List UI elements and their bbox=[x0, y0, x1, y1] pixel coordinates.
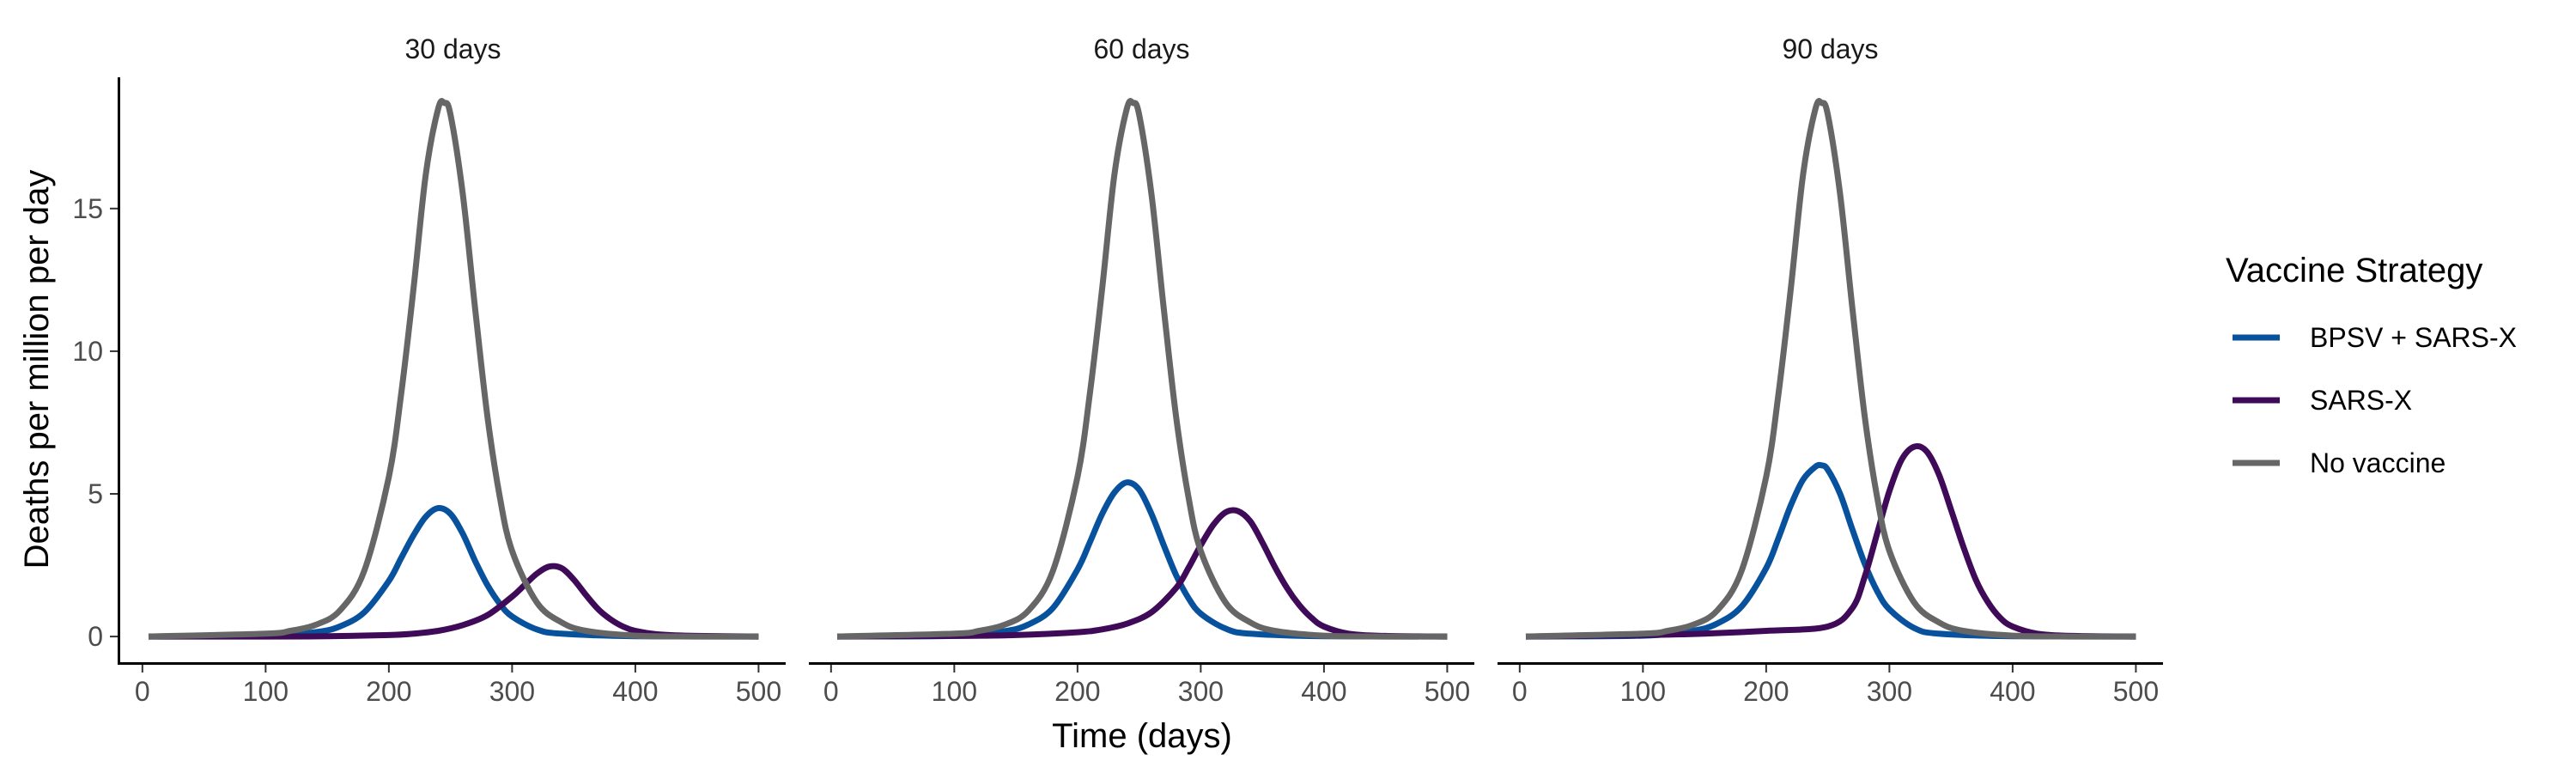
y-tick-label: 10 bbox=[72, 336, 103, 367]
x-tick-label: 300 bbox=[489, 676, 535, 707]
x-tick-label: 100 bbox=[1620, 676, 1666, 707]
legend-label: SARS-X bbox=[2310, 385, 2412, 416]
facet-title: 30 days bbox=[404, 33, 501, 64]
x-tick-label: 100 bbox=[243, 676, 289, 707]
legend-label: BPSV + SARS-X bbox=[2310, 322, 2517, 353]
x-tick-label: 400 bbox=[1301, 676, 1346, 707]
x-tick-label: 500 bbox=[1425, 676, 1470, 707]
x-tick-label: 300 bbox=[1178, 676, 1224, 707]
y-axis-title: Deaths per million per day bbox=[18, 170, 56, 569]
series-line-no-vaccine bbox=[148, 98, 759, 640]
series-line-sars-x bbox=[1525, 443, 2136, 640]
facet-title: 60 days bbox=[1093, 33, 1189, 64]
series-line-sars-x bbox=[148, 563, 759, 640]
legend: Vaccine Strategy BPSV + SARS-X SARS-X No v… bbox=[2226, 252, 2517, 478]
series-line-sars-x bbox=[836, 507, 1448, 640]
legend-item: No vaccine bbox=[2233, 447, 2445, 478]
series-line-bpsv-sars-x bbox=[836, 479, 1448, 640]
x-tick-label: 400 bbox=[1990, 676, 2035, 707]
x-tick-label: 300 bbox=[1867, 676, 1912, 707]
panel-2: 60 days 0 100 200 300 400 500 bbox=[809, 33, 1474, 707]
x-tick-label: 200 bbox=[1743, 676, 1789, 707]
x-tick-label: 0 bbox=[1512, 676, 1528, 707]
series-line-bpsv-sars-x bbox=[148, 505, 759, 640]
facet-title: 90 days bbox=[1782, 33, 1878, 64]
legend-items: BPSV + SARS-X SARS-X No vaccine bbox=[2233, 322, 2517, 478]
x-tick-label: 200 bbox=[1054, 676, 1100, 707]
x-tick-label: 0 bbox=[823, 676, 839, 707]
legend-label: No vaccine bbox=[2310, 447, 2445, 478]
y-tick-label: 5 bbox=[88, 478, 103, 509]
chart-panels: 30 days 0 100 200 300 400 500 0 5 10 15 60 days 0 100… bbox=[72, 33, 2163, 707]
panel-3: 90 days 0 100 200 300 400 500 bbox=[1498, 33, 2163, 707]
y-tick-label: 15 bbox=[72, 193, 103, 224]
x-axis-title: Time (days) bbox=[1052, 717, 1232, 755]
y-tick-label: 0 bbox=[88, 621, 103, 652]
legend-title: Vaccine Strategy bbox=[2226, 252, 2482, 289]
x-tick-label: 500 bbox=[2113, 676, 2159, 707]
legend-item: BPSV + SARS-X bbox=[2233, 322, 2517, 353]
x-tick-label: 200 bbox=[366, 676, 411, 707]
series-line-no-vaccine bbox=[1525, 98, 2136, 640]
series-line-bpsv-sars-x bbox=[1525, 461, 2136, 640]
x-tick-label: 100 bbox=[932, 676, 977, 707]
panel-1: 30 days 0 100 200 300 400 500 0 5 10 15 bbox=[72, 33, 786, 707]
x-tick-label: 0 bbox=[135, 676, 150, 707]
series-line-no-vaccine bbox=[836, 98, 1448, 640]
x-tick-label: 400 bbox=[612, 676, 658, 707]
legend-item: SARS-X bbox=[2233, 385, 2412, 416]
x-tick-label: 500 bbox=[736, 676, 781, 707]
